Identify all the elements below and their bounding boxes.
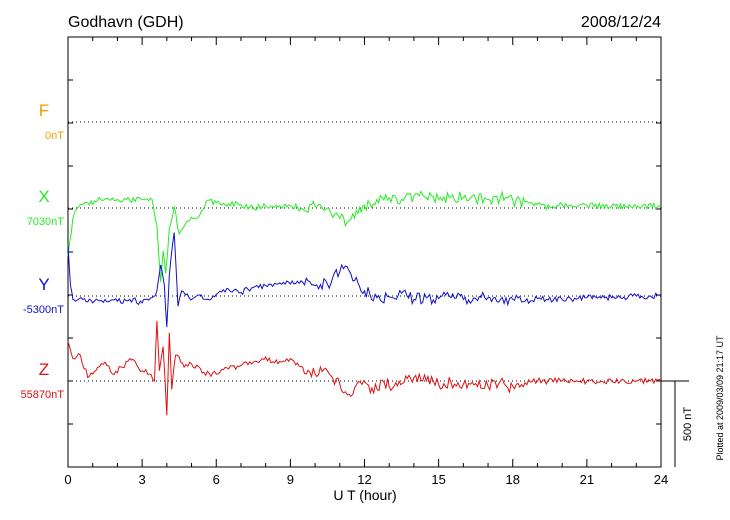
- series-line-y: [67, 232, 662, 328]
- scale-label: 500 nT: [682, 407, 694, 442]
- x-axis-label: U T (hour): [333, 487, 396, 503]
- x-tick-labels: 0 3 6 9 12 15 18 21 24: [64, 472, 668, 487]
- x-tick-label: 15: [431, 472, 445, 487]
- plotted-note: Plotted at 2009/03/09 21:17 UT: [715, 335, 725, 461]
- component-baseline-y: -5300nT: [23, 304, 64, 316]
- component-label-x: X: [38, 187, 49, 206]
- series-lines: [67, 190, 662, 416]
- baselines: [68, 121, 661, 382]
- station-title: Godhavn (GDH): [68, 14, 184, 31]
- x-tick-label: 12: [357, 472, 371, 487]
- component-labels: F 0nT X 7030nT Y -5300nT Z 55870nT: [21, 101, 65, 401]
- component-label-z: Z: [39, 360, 49, 379]
- date-label: 2008/12/24: [581, 14, 661, 31]
- component-baseline-z: 55870nT: [21, 389, 65, 401]
- series-line-z: [67, 320, 662, 416]
- x-tick-label: 0: [64, 472, 71, 487]
- x-tick-label: 9: [287, 472, 294, 487]
- frame-ticks: [67, 37, 662, 467]
- component-baseline-f: 0nT: [45, 130, 64, 142]
- component-label-y: Y: [38, 275, 49, 294]
- x-tick-label: 6: [213, 472, 220, 487]
- x-tick-label: 18: [506, 472, 520, 487]
- x-tick-label: 21: [580, 472, 594, 487]
- x-tick-label: 24: [654, 472, 668, 487]
- x-tick-label: 3: [139, 472, 146, 487]
- component-baseline-x: 7030nT: [27, 216, 65, 228]
- component-label-f: F: [39, 101, 49, 120]
- plot-frame: [67, 36, 662, 468]
- series-line-x: [67, 190, 662, 283]
